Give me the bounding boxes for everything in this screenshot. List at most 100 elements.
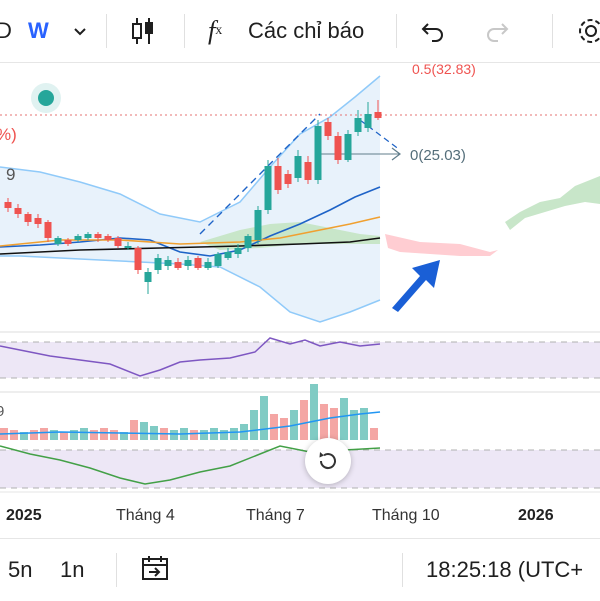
cloud-red-future <box>385 234 498 256</box>
volume-bar <box>70 430 78 440</box>
range-5y-button[interactable]: 5n <box>8 557 33 582</box>
candle-body <box>34 218 42 224</box>
volume-bar <box>250 410 258 440</box>
candle-body <box>4 202 12 208</box>
indicators-button[interactable]: Các chỉ báo <box>248 18 365 43</box>
volume-bar <box>360 408 368 440</box>
fib-trend-line <box>199 113 321 235</box>
volume-bar <box>320 404 328 440</box>
candle-body <box>324 122 332 136</box>
candle-body <box>284 174 292 184</box>
price-chart[interactable]: 0.5(32.83) 0(25.03) %) 9 9 2025 Tháng 4 … <box>0 61 600 530</box>
candle-body <box>124 246 132 248</box>
volume-bar <box>370 428 378 440</box>
blue-arrow-icon <box>392 260 440 312</box>
marker-dot[interactable] <box>38 90 54 106</box>
volume-bar <box>310 384 318 440</box>
volume-bar <box>170 430 178 440</box>
calendar-icon[interactable] <box>140 553 170 589</box>
candle-body <box>214 254 222 266</box>
candlestick-icon[interactable] <box>130 10 156 52</box>
volume-bar <box>270 414 278 440</box>
candle-body <box>114 238 122 246</box>
osc-num-partial: 9 <box>0 403 4 420</box>
candle-body <box>374 112 382 118</box>
candle-body <box>264 166 272 210</box>
time-label-2026: 2026 <box>518 507 554 524</box>
candle-body <box>134 248 142 270</box>
volume-bar <box>280 418 288 440</box>
bollinger-upper <box>0 75 381 223</box>
candle-body <box>234 248 242 254</box>
volume-bar <box>90 430 98 440</box>
time-label-oct: Tháng 10 <box>372 507 440 524</box>
volume-bar <box>200 430 208 440</box>
volume-bar <box>100 428 108 440</box>
volume-bar <box>350 410 358 440</box>
osc-band <box>0 450 600 488</box>
candle-body <box>244 236 252 248</box>
candle-body <box>154 258 162 270</box>
candle-body <box>184 260 192 266</box>
cloud-green-future <box>505 176 600 230</box>
candle-body <box>364 114 372 128</box>
candle-body <box>24 214 32 222</box>
fib-dashed-2 <box>359 119 401 151</box>
fib-arrow-icon <box>391 147 401 161</box>
volume-bar <box>80 428 88 440</box>
candle-body <box>274 166 282 190</box>
candle-body <box>204 262 212 268</box>
volume-bar <box>40 428 48 440</box>
clock-display[interactable]: 18:25:18 (UTC+ <box>426 557 584 582</box>
reset-icon <box>319 452 336 470</box>
volume-bar <box>330 408 338 440</box>
candle-body <box>44 222 52 238</box>
time-label-jul: Tháng 7 <box>246 507 305 524</box>
volume-bar <box>50 430 58 440</box>
reset-chart-button[interactable] <box>305 438 351 484</box>
ma-blue <box>0 186 381 257</box>
candle-body <box>64 240 72 244</box>
time-label-apr: Tháng 4 <box>116 507 175 524</box>
candle-body <box>314 126 322 180</box>
bottom-toolbar: 5n 1n 18:25:18 (UTC+ <box>0 538 600 601</box>
redo-icon[interactable] <box>484 10 510 52</box>
candle-body <box>104 236 112 240</box>
volume-bar <box>30 430 38 440</box>
candle-body <box>304 162 312 180</box>
candle-body <box>334 136 342 160</box>
symbol-partial[interactable]: D <box>0 18 12 43</box>
range-1y-button[interactable]: 1n <box>60 557 85 582</box>
chart-area[interactable]: 0.5(32.83) 0(25.03) %) 9 9 2025 Tháng 4 … <box>0 61 600 530</box>
candle-body <box>344 134 352 160</box>
candle-body <box>84 234 92 238</box>
candle-body <box>354 118 362 132</box>
volume-bar <box>60 432 68 440</box>
interval-button[interactable]: W <box>28 18 49 43</box>
volume-bar <box>230 428 238 440</box>
candle-body <box>174 262 182 268</box>
candle-body <box>194 258 202 268</box>
candle-body <box>144 272 152 282</box>
gear-icon[interactable] <box>576 10 600 52</box>
volume-ma <box>0 411 381 435</box>
volume-bar <box>210 428 218 440</box>
candle-body <box>54 238 62 244</box>
chevron-down-icon[interactable] <box>72 10 88 52</box>
fib-top-label: 0.5(32.83) <box>412 62 476 77</box>
volume-bar <box>220 430 228 440</box>
undo-icon[interactable] <box>420 10 446 52</box>
candle-body <box>294 156 302 178</box>
candle-body <box>14 208 22 214</box>
rsi-band <box>0 342 600 378</box>
candles-group <box>4 100 382 294</box>
rsi-line <box>0 337 381 377</box>
candle-body <box>94 234 102 238</box>
volume-bar <box>300 400 308 440</box>
ma-black <box>0 237 381 255</box>
volume-bar <box>340 398 348 440</box>
candle-body <box>164 260 172 266</box>
fib-zero-label: 0(25.03) <box>410 147 466 164</box>
